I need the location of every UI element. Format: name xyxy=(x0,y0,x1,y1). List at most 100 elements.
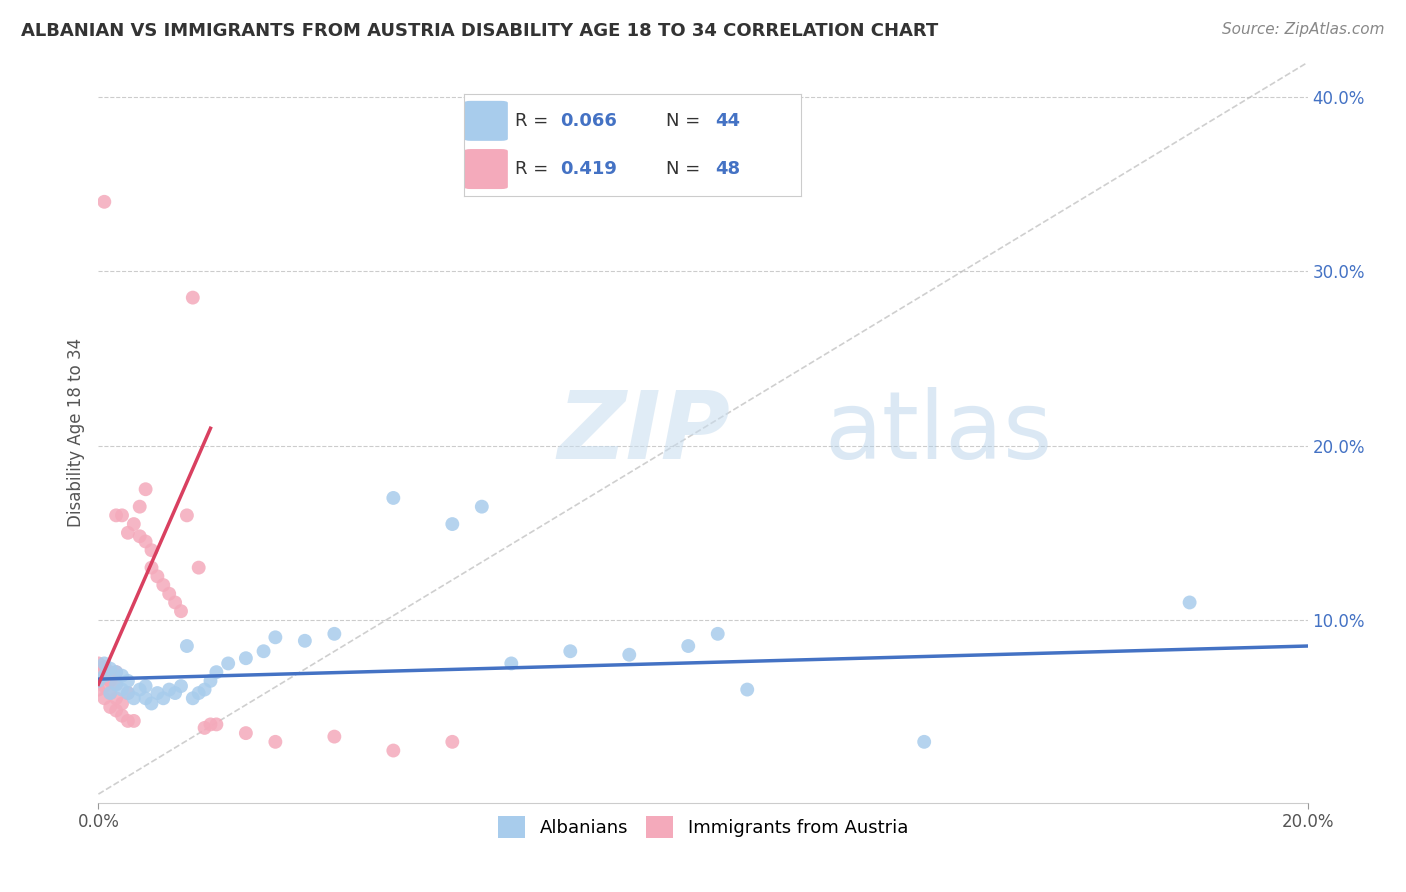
Point xyxy=(93,668,115,682)
Point xyxy=(111,697,134,711)
Point xyxy=(135,679,157,693)
Point xyxy=(152,691,174,706)
Point xyxy=(117,525,139,540)
Point xyxy=(135,691,157,706)
Point xyxy=(141,560,163,574)
Point xyxy=(187,686,209,700)
Point xyxy=(141,543,163,558)
Point xyxy=(93,668,115,682)
Legend: Albanians, Immigrants from Austria: Albanians, Immigrants from Austria xyxy=(491,809,915,846)
Point xyxy=(152,578,174,592)
Point xyxy=(912,735,935,749)
Point xyxy=(170,604,193,618)
Point xyxy=(157,587,180,601)
Point xyxy=(187,560,209,574)
Point xyxy=(706,627,728,641)
Point xyxy=(170,679,193,693)
Point xyxy=(264,630,287,644)
Point xyxy=(205,717,228,731)
Point xyxy=(176,508,198,523)
Point xyxy=(93,194,115,209)
Text: 44: 44 xyxy=(716,112,741,130)
Point xyxy=(735,682,758,697)
Point xyxy=(111,682,134,697)
Point xyxy=(128,682,150,697)
Point xyxy=(200,717,222,731)
FancyBboxPatch shape xyxy=(464,149,508,189)
Point xyxy=(157,682,180,697)
Point xyxy=(194,721,217,735)
Text: R =: R = xyxy=(515,112,554,130)
Point xyxy=(146,686,169,700)
Point xyxy=(181,291,204,305)
Point xyxy=(111,668,134,682)
Y-axis label: Disability Age 18 to 34: Disability Age 18 to 34 xyxy=(66,338,84,527)
Point xyxy=(294,633,316,648)
Point xyxy=(200,673,222,688)
Point xyxy=(111,708,134,723)
Point xyxy=(323,730,346,744)
Point xyxy=(87,657,110,671)
Point xyxy=(205,665,228,680)
Point xyxy=(146,569,169,583)
Text: atlas: atlas xyxy=(824,386,1052,479)
Point xyxy=(98,665,121,680)
FancyBboxPatch shape xyxy=(464,101,508,141)
Point xyxy=(165,595,187,609)
Point xyxy=(105,677,128,691)
Point xyxy=(194,682,217,697)
Point xyxy=(105,665,128,680)
Text: 0.419: 0.419 xyxy=(560,160,617,178)
Point xyxy=(117,686,139,700)
Point xyxy=(217,657,239,671)
Point xyxy=(264,735,287,749)
Point xyxy=(471,500,494,514)
Point xyxy=(128,500,150,514)
Point xyxy=(135,534,157,549)
Point xyxy=(87,673,110,688)
Point xyxy=(117,673,139,688)
Point xyxy=(117,686,139,700)
Point xyxy=(141,697,163,711)
Point xyxy=(93,679,115,693)
Point xyxy=(176,639,198,653)
Point xyxy=(98,673,121,688)
Point xyxy=(560,644,582,658)
Point xyxy=(98,686,121,700)
Point xyxy=(87,665,110,680)
Point xyxy=(105,665,128,680)
Point xyxy=(441,735,464,749)
Point xyxy=(235,726,257,740)
Point xyxy=(93,691,115,706)
Text: R =: R = xyxy=(515,160,554,178)
Point xyxy=(122,691,145,706)
Point xyxy=(111,508,134,523)
Point xyxy=(122,714,145,728)
Text: Source: ZipAtlas.com: Source: ZipAtlas.com xyxy=(1222,22,1385,37)
Point xyxy=(501,657,523,671)
Point xyxy=(1178,595,1201,609)
Text: ZIP: ZIP xyxy=(558,386,731,479)
Text: ALBANIAN VS IMMIGRANTS FROM AUSTRIA DISABILITY AGE 18 TO 34 CORRELATION CHART: ALBANIAN VS IMMIGRANTS FROM AUSTRIA DISA… xyxy=(21,22,938,40)
Point xyxy=(93,660,115,674)
Point xyxy=(181,691,204,706)
Point xyxy=(87,682,110,697)
Text: N =: N = xyxy=(666,112,706,130)
Point xyxy=(105,703,128,717)
Point xyxy=(382,743,405,757)
Point xyxy=(323,627,346,641)
Point xyxy=(93,657,115,671)
Text: 0.066: 0.066 xyxy=(560,112,617,130)
Point xyxy=(117,714,139,728)
Point xyxy=(128,529,150,543)
Point xyxy=(135,482,157,496)
Point xyxy=(98,662,121,676)
Point xyxy=(252,644,274,658)
Point xyxy=(165,686,187,700)
Point xyxy=(105,508,128,523)
Text: N =: N = xyxy=(666,160,706,178)
Point xyxy=(441,517,464,532)
Point xyxy=(105,691,128,706)
Point xyxy=(382,491,405,505)
Point xyxy=(235,651,257,665)
